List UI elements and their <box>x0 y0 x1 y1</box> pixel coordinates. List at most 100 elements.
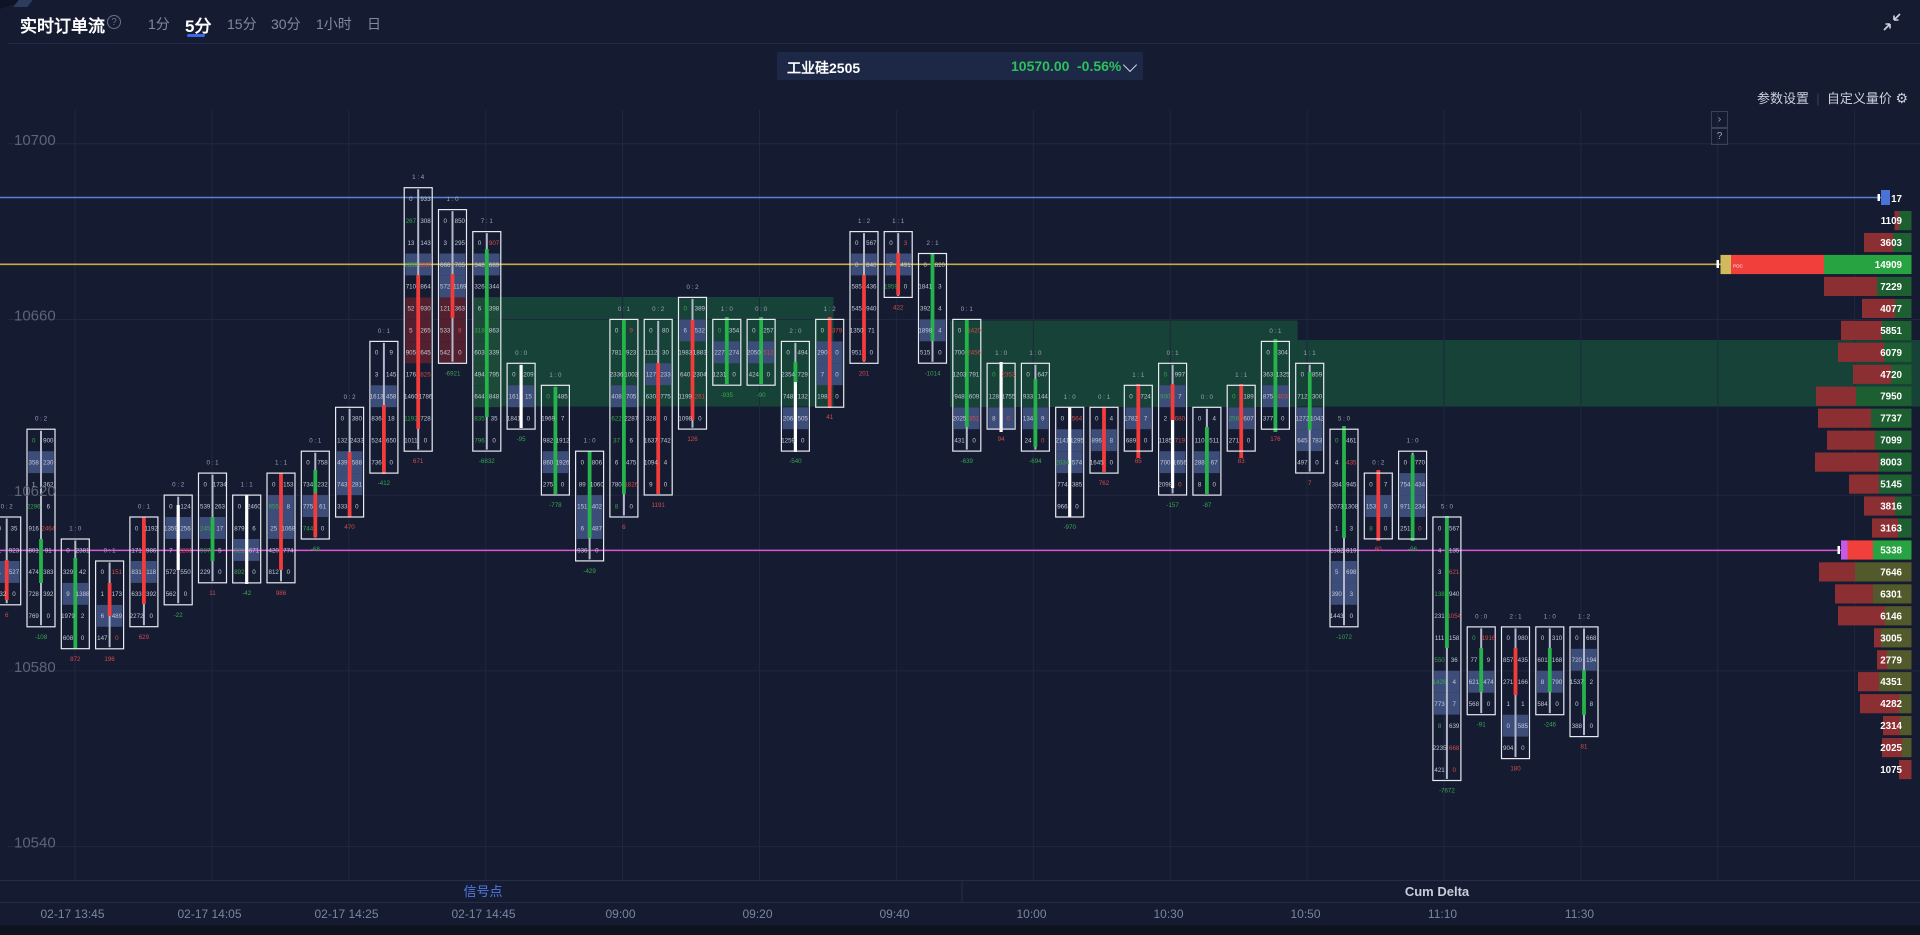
svg-text:0: 0 <box>1555 701 1559 708</box>
svg-text:567: 567 <box>866 240 877 247</box>
svg-text:609: 609 <box>969 394 980 401</box>
svg-text:0: 0 <box>1521 745 1525 752</box>
svg-text:6301: 6301 <box>1880 589 1902 600</box>
svg-text:0: 0 <box>904 284 908 291</box>
svg-text:126: 126 <box>687 436 698 443</box>
svg-text:176: 176 <box>406 372 417 379</box>
svg-text:1645: 1645 <box>1090 459 1104 466</box>
svg-text:0: 0 <box>664 416 668 423</box>
svg-text:6: 6 <box>252 525 256 532</box>
svg-text:1308: 1308 <box>1344 503 1358 510</box>
svg-text:15: 15 <box>525 394 532 401</box>
svg-text:10540: 10540 <box>14 835 56 852</box>
svg-text:951: 951 <box>852 350 863 357</box>
svg-text:8: 8 <box>287 503 291 510</box>
svg-text:875: 875 <box>1263 394 1274 401</box>
svg-text:153: 153 <box>283 481 294 488</box>
svg-text:1042: 1042 <box>1310 416 1324 423</box>
svg-text:0: 0 <box>615 328 619 335</box>
svg-text:4: 4 <box>1438 547 1442 554</box>
svg-text:37: 37 <box>613 438 620 445</box>
svg-text:0: 0 <box>355 503 359 510</box>
svg-text:351: 351 <box>969 416 980 423</box>
svg-text:545: 545 <box>852 306 863 313</box>
svg-text:7099: 7099 <box>1880 436 1902 447</box>
svg-text:0: 0 <box>115 635 119 642</box>
svg-text:6: 6 <box>5 612 9 619</box>
svg-text:9: 9 <box>649 481 653 488</box>
svg-text:754: 754 <box>1400 481 1411 488</box>
svg-text:02-17 14:45: 02-17 14:45 <box>451 907 515 921</box>
svg-text:986: 986 <box>276 590 287 597</box>
svg-text:9: 9 <box>629 328 633 335</box>
svg-text:1898: 1898 <box>918 328 932 335</box>
svg-text:52: 52 <box>407 306 414 313</box>
svg-text:705: 705 <box>455 262 466 269</box>
svg-text:872: 872 <box>70 656 81 663</box>
svg-text:489: 489 <box>112 613 123 620</box>
svg-text:640: 640 <box>680 372 691 379</box>
svg-text:-778: -778 <box>549 502 562 509</box>
svg-text:864: 864 <box>420 284 431 291</box>
svg-text:5338: 5338 <box>1880 546 1902 557</box>
svg-text:信号点: 信号点 <box>463 884 502 899</box>
svg-text:0: 0 <box>149 613 153 620</box>
svg-text:61: 61 <box>319 503 326 510</box>
svg-text:9: 9 <box>66 591 70 598</box>
svg-text:0: 0 <box>101 569 105 576</box>
svg-text:389: 389 <box>695 306 706 313</box>
svg-text:572: 572 <box>440 284 451 291</box>
svg-text:1420: 1420 <box>967 328 981 335</box>
svg-text:840: 840 <box>866 262 877 269</box>
svg-text:1841: 1841 <box>507 416 521 423</box>
svg-text:5: 5 <box>218 547 222 554</box>
svg-text:1926: 1926 <box>556 459 570 466</box>
svg-text:4: 4 <box>1452 679 1456 686</box>
svg-text:0: 0 <box>1129 394 1133 401</box>
svg-text:1259: 1259 <box>781 438 795 445</box>
svg-text:0 : 1: 0 : 1 <box>1167 350 1180 357</box>
svg-text:0 : 1: 0 : 1 <box>618 306 631 313</box>
svg-text:11:30: 11:30 <box>1565 907 1594 921</box>
svg-text:36: 36 <box>1451 657 1458 664</box>
svg-text:2460: 2460 <box>247 503 261 510</box>
svg-text:-90: -90 <box>757 392 767 399</box>
svg-text:0 : 0: 0 : 0 <box>1201 394 1214 401</box>
svg-text:0: 0 <box>47 613 51 620</box>
svg-text:905: 905 <box>406 350 417 357</box>
svg-text:398: 398 <box>489 306 500 313</box>
svg-text:0: 0 <box>1335 438 1339 445</box>
svg-text:1199: 1199 <box>679 394 693 401</box>
svg-text:4077: 4077 <box>1880 304 1902 315</box>
svg-text:232: 232 <box>317 481 328 488</box>
svg-text:9: 9 <box>1487 657 1491 664</box>
svg-text:166: 166 <box>1518 679 1529 686</box>
svg-text:1112: 1112 <box>644 350 657 357</box>
svg-text:907: 907 <box>489 240 500 247</box>
svg-text:91: 91 <box>45 547 52 554</box>
svg-text:263: 263 <box>215 503 226 510</box>
svg-text:9: 9 <box>1041 416 1045 423</box>
svg-text:0: 0 <box>287 569 291 576</box>
svg-text:321: 321 <box>234 547 245 554</box>
svg-text:436: 436 <box>866 284 877 291</box>
svg-text:0: 0 <box>66 547 70 554</box>
svg-text:1094: 1094 <box>644 459 658 466</box>
svg-text:511: 511 <box>1209 438 1219 445</box>
svg-text:689: 689 <box>1126 438 1137 445</box>
svg-text:4: 4 <box>938 306 942 313</box>
svg-text:1969: 1969 <box>541 416 555 423</box>
svg-text:937: 937 <box>200 547 211 554</box>
svg-text:0: 0 <box>12 591 16 598</box>
svg-text:2025: 2025 <box>1880 743 1902 754</box>
svg-text:295: 295 <box>455 240 466 247</box>
svg-text:0: 0 <box>767 372 771 379</box>
svg-text:158: 158 <box>1449 635 1460 642</box>
svg-text:0: 0 <box>1110 459 1114 466</box>
svg-text:0: 0 <box>835 350 839 357</box>
svg-text:24: 24 <box>1025 438 1032 445</box>
svg-text:948: 948 <box>954 394 965 401</box>
svg-text:572: 572 <box>166 569 177 576</box>
svg-text:127: 127 <box>646 372 657 379</box>
svg-text:3816: 3816 <box>1880 502 1902 513</box>
